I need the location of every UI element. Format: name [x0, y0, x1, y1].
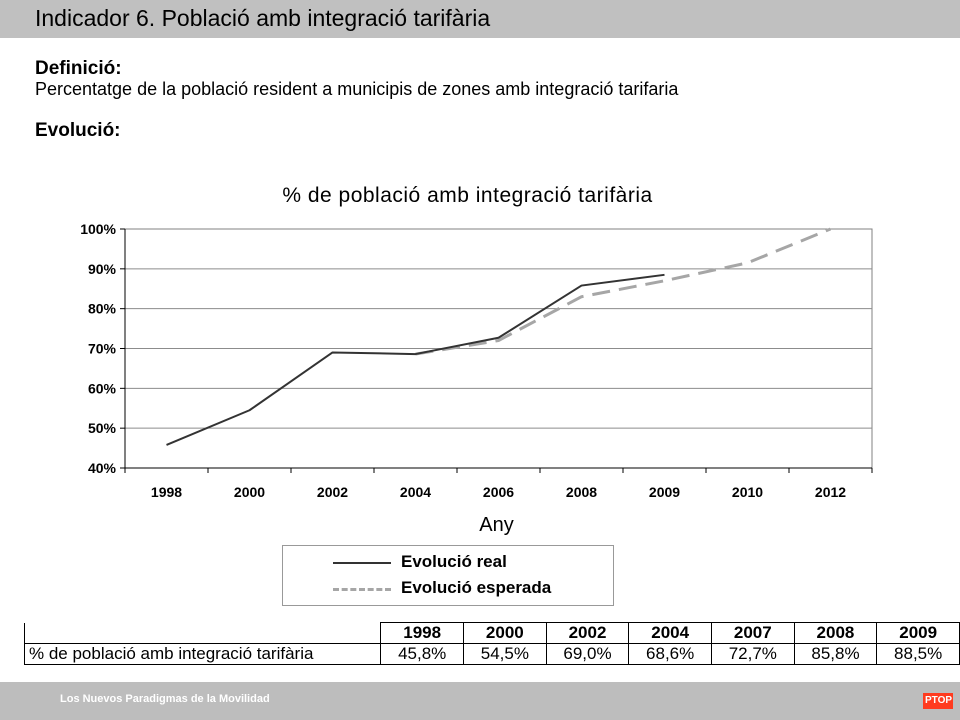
x-tick-label: 1998: [151, 484, 182, 500]
y-tick-label: 40%: [88, 460, 117, 476]
table-year-cell: 1998: [380, 622, 465, 644]
table-year-cell: 2002: [545, 622, 630, 644]
x-tick-label: 2004: [400, 484, 431, 500]
table-value-cell: 45,8%: [380, 643, 465, 665]
title-bar: Indicador 6. Població amb integració tar…: [0, 0, 960, 38]
table-value-cell: 85,8%: [793, 643, 878, 665]
y-tick-label: 70%: [88, 341, 117, 357]
definition-label: Definició:: [35, 58, 122, 79]
table-value-cell: 72,7%: [710, 643, 795, 665]
table-value-cell: 54,5%: [463, 643, 547, 665]
table-corner-cell: [23, 622, 382, 644]
series-line-expected: [415, 227, 832, 356]
table-value-cell: 68,6%: [628, 643, 712, 665]
y-tick-label: 90%: [88, 261, 117, 277]
x-tick-label: 2009: [649, 484, 680, 500]
table-row: % de població amb integració tarifària 4…: [23, 643, 960, 665]
x-axis-label: Any: [479, 514, 513, 536]
y-tick-label: 50%: [88, 420, 117, 436]
chart-title: % de població amb integració tarifària: [282, 184, 653, 207]
chart-legend: Evolució real Evolució esperada: [282, 545, 614, 606]
data-table: 1998 2000 2002 2004 2007 2008 2009 % de …: [23, 622, 960, 665]
table-row-label: % de població amb integració tarifària: [23, 643, 382, 665]
x-tick-label: 2008: [566, 484, 597, 500]
footer-bar: Los Nuevos Paradigmas de la Movilidad: [0, 682, 960, 720]
table-value-cell: 69,0%: [545, 643, 630, 665]
legend-swatch-real: [333, 562, 391, 564]
evolution-label: Evolució:: [35, 120, 121, 141]
x-tick-label: 2006: [483, 484, 514, 500]
x-tick-label: 2000: [234, 484, 265, 500]
line-chart: 40% 50% 60% 70% 80% 90% 100% 1998 2000 2002 2004 20…: [80, 221, 873, 536]
ptop-logo: PTOP: [923, 693, 953, 709]
table-header-row: 1998 2000 2002 2004 2007 2008 2009: [23, 622, 960, 644]
legend-label-expected: Evolució esperada: [401, 578, 552, 597]
logo-text: PTOP: [925, 695, 953, 706]
y-tick-label: 100%: [80, 221, 116, 237]
footer-text: Los Nuevos Paradigmas de la Movilidad: [60, 693, 270, 705]
x-tick-label: 2012: [815, 484, 846, 500]
y-tick-label: 80%: [88, 301, 117, 317]
x-tick-label: 2010: [732, 484, 763, 500]
definition-text: Percentatge de la població resident a mu…: [35, 79, 679, 99]
y-tick-label: 60%: [88, 380, 117, 396]
table-year-cell: 2007: [710, 622, 795, 644]
table-year-cell: 2000: [463, 622, 547, 644]
table-year-cell: 2004: [628, 622, 712, 644]
table-year-cell: 2008: [793, 622, 878, 644]
table-value-cell: 88,5%: [876, 643, 960, 665]
page-title: Indicador 6. Població amb integració tar…: [35, 5, 491, 31]
legend-swatch-expected: [333, 588, 391, 591]
table-year-cell: 2009: [876, 622, 960, 644]
x-tick-label: 2002: [317, 484, 348, 500]
legend-label-real: Evolució real: [401, 552, 507, 571]
